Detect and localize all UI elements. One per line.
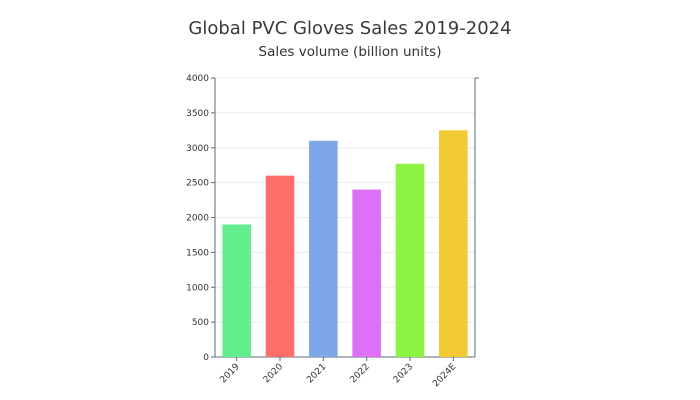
chart-subtitle: Sales volume (billion units) [258, 44, 442, 60]
x-tick-label: 2023 [392, 362, 415, 385]
bar-2019 [222, 224, 251, 357]
bar-2023 [395, 163, 425, 357]
y-tick-label: 3500 [186, 109, 209, 119]
bar-2020 [265, 175, 295, 357]
x-tick-label: 2022 [349, 362, 372, 385]
y-tick-label: 4000 [186, 74, 209, 84]
y-tick-label: 0 [203, 353, 209, 363]
chart-title: Global PVC Gloves Sales 2019-2024 [188, 18, 512, 39]
y-tick-label: 500 [192, 318, 209, 328]
x-tick-label: 2020 [262, 362, 285, 385]
bar-2022 [352, 189, 381, 357]
x-tick-label: 2024E [431, 362, 459, 390]
y-tick-label: 1500 [186, 248, 209, 258]
y-tick-label: 1000 [186, 283, 209, 293]
bar-2021 [309, 140, 338, 357]
x-tick-label: 2019 [219, 362, 242, 385]
y-tick-label: 2500 [186, 179, 209, 189]
bar-2024E [439, 130, 468, 357]
x-tick-label: 2021 [305, 362, 328, 385]
y-tick-label: 2000 [186, 214, 209, 224]
y-tick-label: 3000 [186, 144, 209, 154]
